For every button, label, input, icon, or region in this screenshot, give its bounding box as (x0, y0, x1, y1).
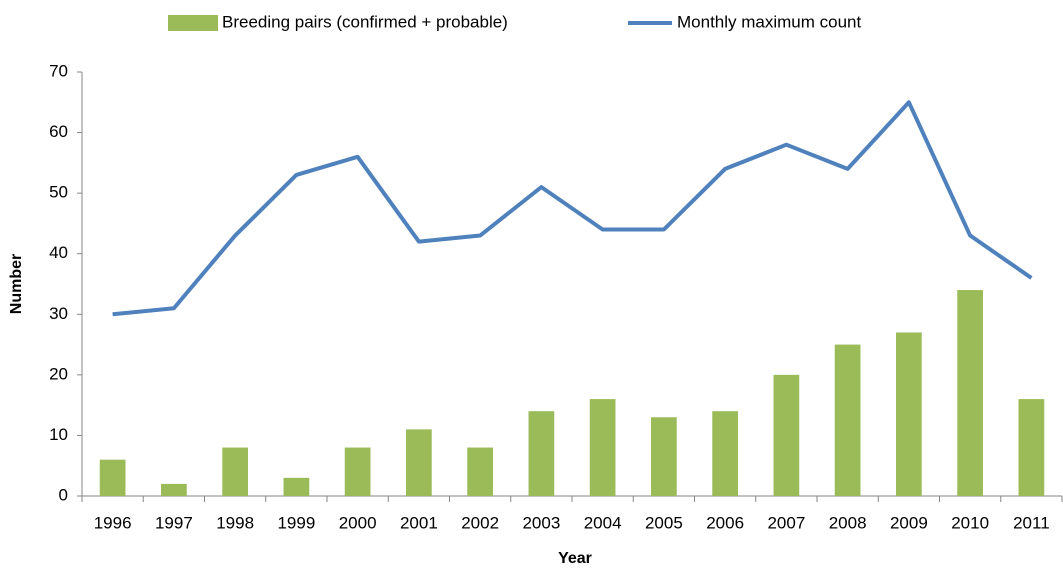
bar (406, 429, 432, 496)
x-tick-label: 2004 (584, 513, 622, 532)
bar (651, 417, 677, 496)
bar (222, 447, 248, 496)
x-tick-label: 2003 (522, 513, 560, 532)
bar (344, 447, 371, 496)
bar (712, 411, 738, 496)
y-tick-label: 20 (49, 364, 68, 383)
x-tick-label: 1999 (277, 513, 315, 532)
bar (161, 483, 187, 496)
y-tick-label: 0 (59, 485, 68, 504)
bar (896, 332, 922, 496)
bar (589, 399, 616, 496)
x-tick-label: 2009 (890, 513, 928, 532)
line (112, 100, 1033, 317)
y-tick-label: 30 (49, 304, 68, 323)
x-tick-label: 2001 (400, 513, 438, 532)
legend-label: Breeding pairs (confirmed + probable) (222, 12, 508, 31)
bar (528, 411, 555, 496)
x-tick-label: 2002 (461, 513, 499, 532)
x-tick-label: 2008 (829, 513, 867, 532)
y-tick-label: 60 (49, 122, 68, 141)
bar (283, 477, 310, 496)
x-tick-label: 2005 (645, 513, 683, 532)
x-axis-title: Year (558, 550, 592, 567)
y-axis-title: Number (8, 254, 25, 314)
x-tick-label: 1996 (94, 513, 132, 532)
x-tick-label: 2010 (951, 513, 989, 532)
bar (834, 344, 861, 496)
y-tick-label: 50 (49, 183, 68, 202)
x-tick-label: 2011 (1013, 513, 1050, 532)
y-tick-label: 70 (49, 61, 68, 80)
bar (1018, 399, 1045, 496)
legend-label: Monthly maximum count (677, 12, 862, 31)
x-tick-label: 2000 (339, 513, 377, 532)
y-tick-label: 10 (49, 425, 68, 444)
bar (957, 290, 983, 496)
x-tick-label: 1998 (216, 513, 254, 532)
bar (773, 374, 800, 496)
y-tick-label: 40 (49, 243, 68, 262)
x-tick-label: 1997 (155, 513, 193, 532)
bar (467, 447, 493, 496)
bar (99, 459, 126, 496)
x-tick-label: 2006 (706, 513, 744, 532)
x-tick-label: 2007 (767, 513, 805, 532)
legend-swatch (168, 15, 218, 31)
